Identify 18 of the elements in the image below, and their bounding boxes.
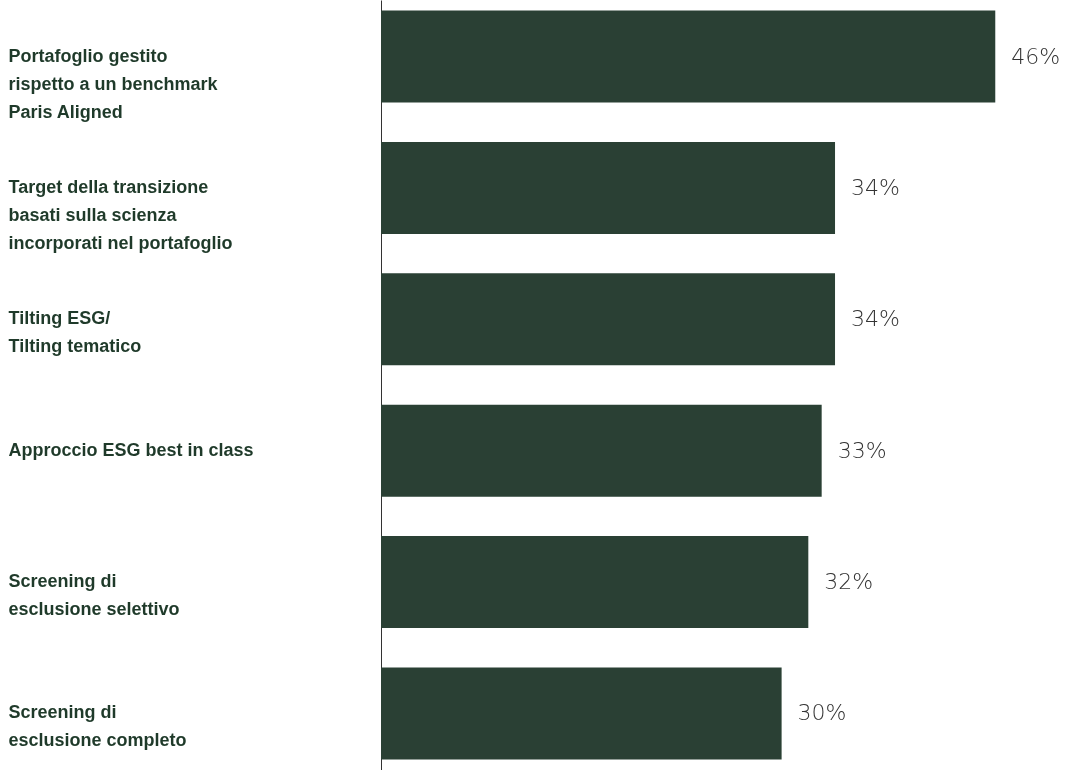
bar bbox=[381, 667, 782, 760]
y-tick-label: Target della transizione basati sulla scienza incorporati nel portafoglio bbox=[8, 176, 233, 253]
y-tick-label: Portafoglio gestito rispetto a un benchmark Paris Aligned bbox=[8, 45, 219, 122]
data-label: 32% bbox=[824, 569, 874, 595]
bar bbox=[381, 404, 822, 497]
data-label: 46% bbox=[1011, 43, 1061, 69]
data-label: 33% bbox=[837, 437, 887, 463]
bar bbox=[381, 273, 836, 366]
y-tick-label: Approccio ESG best in class bbox=[8, 439, 254, 460]
data-label: 30% bbox=[797, 700, 847, 726]
y-tick-label: Screening di esclusione completo bbox=[8, 702, 187, 751]
bar bbox=[381, 536, 809, 629]
bar bbox=[381, 10, 996, 103]
bar bbox=[381, 141, 836, 234]
y-tick-label: Screening di esclusione selettivo bbox=[8, 571, 180, 620]
data-label: 34% bbox=[851, 174, 900, 200]
data-label: 34% bbox=[851, 306, 900, 332]
y-tick-label: Tilting ESG/ Tilting tematico bbox=[8, 308, 142, 357]
